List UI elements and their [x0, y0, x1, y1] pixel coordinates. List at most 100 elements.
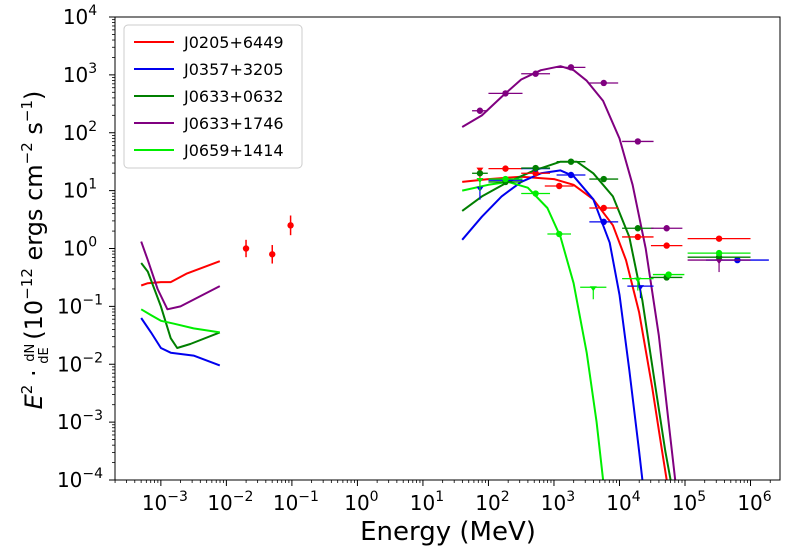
series-j0633-1746-model-line [461, 65, 677, 480]
series-j0633-1746-point [521, 70, 551, 77]
series-j0633-0632-point [556, 158, 586, 165]
point-marker [634, 233, 642, 241]
point-marker [476, 170, 484, 177]
x-tick-label-exponent: 6 [763, 489, 772, 505]
point-marker [663, 242, 670, 249]
point-marker [502, 175, 509, 183]
upper-limit-marker [476, 178, 484, 184]
series-j0633-1746-point [622, 138, 654, 145]
y-tick-label-exponent: 4 [88, 3, 97, 19]
y-tick-label-exponent: 0 [88, 235, 97, 251]
y-tick-label-exponent: −4 [82, 466, 103, 482]
y-tick-label-base: 10 [57, 468, 82, 492]
y-tick-label-exponent: −2 [82, 350, 103, 366]
x-tick-label-base: 10 [344, 491, 369, 515]
y-tick-label-exponent: −3 [82, 408, 103, 424]
legend-label-j0205-6449: J0205+6449 [183, 33, 284, 52]
y-label-units-pre: (10 [20, 300, 48, 348]
y-label-units-s: s [20, 122, 48, 142]
y-label-sq: 2 [18, 385, 36, 395]
series-j0659-1414-point [580, 286, 607, 300]
points-layer [242, 64, 769, 300]
series-j0205-6449-point [622, 233, 654, 241]
series-j0205-6449-point [687, 235, 751, 242]
series-j0205-6449-point [589, 204, 619, 212]
series-j0205-6449-point [544, 182, 574, 190]
point-marker [567, 158, 575, 165]
y-label-exp3: −1 [18, 100, 36, 122]
series-j0205-6449-point [269, 245, 276, 264]
x-tick-label: 105 [672, 489, 706, 515]
legend-box [123, 24, 303, 169]
upper-limit-marker [634, 277, 642, 283]
point-marker [532, 170, 539, 177]
point-marker [634, 225, 642, 232]
series-j0633-1746-point [472, 107, 488, 114]
y-tick-label-base: 10 [63, 179, 88, 203]
series-j0633-1746-point [650, 225, 683, 232]
y-tick-label: 104 [63, 3, 97, 29]
point-marker [476, 107, 484, 114]
point-marker [556, 182, 563, 190]
legend-label-j0633-1746: J0633+1746 [183, 114, 284, 133]
series-j0633-1746-point [556, 64, 586, 71]
series-j0659-1414-radio-line [140, 308, 220, 334]
y-axis-label: E2 · dNdE (10−12 ergs cm−2 s−1) [18, 91, 52, 410]
series-j0205-6449-point [488, 165, 523, 172]
point-marker [242, 245, 250, 252]
series-j0633-0632-point [472, 170, 488, 177]
series-j0659-1414-point [652, 271, 685, 278]
series-j0659-1414-point [622, 277, 654, 291]
y-label-exp2: −2 [18, 142, 36, 164]
point-marker [532, 164, 539, 172]
x-tick-label: 10−1 [273, 489, 319, 515]
upper-limit-marker [589, 286, 597, 292]
x-tick-label-exponent: 0 [370, 489, 379, 505]
point-marker [665, 271, 672, 278]
point-marker [600, 79, 607, 87]
point-marker [600, 204, 607, 212]
y-tick-label-base: 10 [63, 63, 88, 87]
y-label-exp: −12 [18, 268, 36, 300]
series-j0659-1414-model-line [461, 180, 605, 480]
y-tick-label: 10−2 [57, 350, 103, 376]
x-tick-label: 10−3 [142, 489, 188, 515]
y-tick-label-base: 10 [57, 294, 82, 318]
y-tick-label: 10−4 [57, 466, 103, 492]
series-j0659-1414-point [488, 175, 523, 183]
y-tick-label: 101 [63, 177, 97, 203]
x-tick-label-base: 10 [142, 491, 167, 515]
y-label-dot: · [20, 362, 48, 385]
x-tick-label: 100 [344, 489, 378, 515]
y-tick-label: 10−1 [57, 292, 103, 318]
series-j0357-3205-point [627, 285, 654, 299]
point-marker [502, 165, 509, 172]
series-j0357-3205-point [589, 218, 619, 226]
series-j0205-6449-point [242, 239, 250, 258]
x-tick-label-exponent: 5 [697, 489, 706, 505]
x-tick-label: 106 [737, 489, 771, 515]
series-j0205-6449-point [650, 242, 683, 249]
y-tick-label-base: 10 [63, 237, 88, 261]
y-tick-label: 102 [63, 119, 97, 145]
x-tick-label: 104 [606, 489, 640, 515]
y-tick-label-exponent: −1 [82, 292, 103, 308]
x-tick-label-base: 10 [207, 491, 232, 515]
point-marker [600, 218, 607, 226]
point-marker [532, 70, 539, 77]
series-j0633-0632-model-line [461, 160, 672, 480]
series-j0633-0632-radio-line [140, 262, 221, 349]
y-tick-label-base: 10 [63, 5, 88, 29]
y-label-e: E [20, 393, 48, 409]
legend-label-j0659-1414: J0659+1414 [183, 141, 284, 160]
x-axis-label: Energy (MeV) [360, 517, 536, 547]
x-tick-label: 103 [541, 489, 575, 515]
y-tick-label: 100 [63, 235, 97, 261]
point-marker [502, 90, 509, 97]
x-tick-label-exponent: −2 [233, 489, 254, 505]
series-j0633-1746-point [589, 79, 619, 87]
x-tick-label-base: 10 [737, 491, 762, 515]
x-tick-label-exponent: 3 [566, 489, 575, 505]
